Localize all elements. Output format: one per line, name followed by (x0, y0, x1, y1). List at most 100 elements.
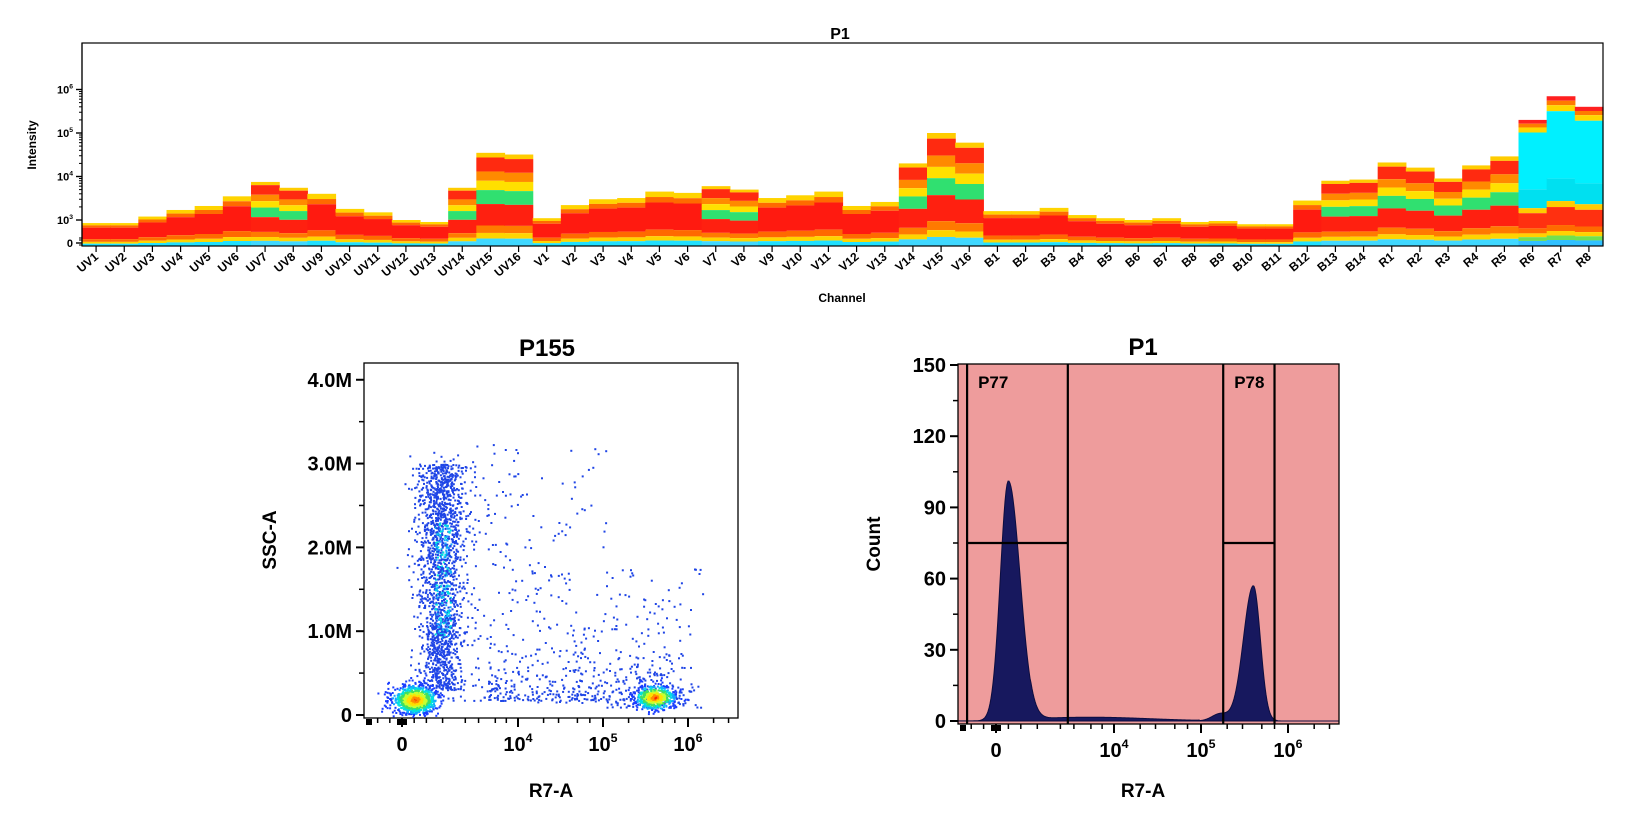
scatter-point (449, 508, 451, 511)
scatter-point (638, 676, 641, 679)
scatter-point (427, 491, 430, 494)
scatter-point (419, 465, 422, 468)
scatter-point (401, 714, 404, 717)
scatter-point (439, 602, 442, 605)
scatter-point (506, 543, 509, 546)
spectrum-band-v16 (955, 142, 984, 246)
scatter-point (386, 701, 389, 704)
scatter-point (435, 667, 438, 670)
scatter-point (603, 530, 606, 533)
scatter-point (435, 619, 438, 622)
scatter-point (433, 451, 436, 454)
scatter-point (490, 522, 493, 524)
scatter-point (649, 707, 652, 710)
scatter-point (417, 704, 420, 707)
scatter-point (455, 656, 458, 659)
scatter-point (445, 559, 448, 562)
scatter-point (656, 696, 659, 699)
scatter-point (681, 666, 684, 669)
gate-p78[interactable]: P78 (1222, 364, 1276, 724)
scatter-point (446, 672, 449, 675)
scatter-point (445, 485, 448, 488)
scatter-point (448, 669, 451, 672)
scatter-point (435, 689, 437, 692)
scatter-point (432, 692, 435, 695)
scatter-point (425, 589, 428, 592)
spectrum-x-tick-label: B4 (1066, 249, 1087, 270)
scatter-point (422, 557, 425, 560)
scatter-point (438, 509, 441, 512)
scatter-point (444, 562, 447, 565)
scatter-point (413, 520, 416, 523)
scatter-point (441, 553, 444, 556)
scatter-point (584, 655, 587, 658)
scatter-point (440, 556, 443, 559)
scatter-point (433, 583, 436, 586)
scatter-point (578, 699, 581, 702)
scatter-point (402, 686, 405, 688)
scatter-point (559, 701, 561, 703)
scatter-point (441, 572, 444, 575)
scatter-point (458, 586, 461, 589)
scatter-point (457, 495, 460, 498)
scatter-point (657, 705, 660, 708)
scatter-point (639, 698, 642, 701)
scatter-point (530, 654, 533, 657)
spectrum-x-tick-label: V15 (921, 249, 947, 274)
scatter-point (436, 617, 439, 620)
spectrum-x-tick-label: UV12 (379, 249, 411, 279)
scatter-point (408, 579, 411, 582)
scatter-point (659, 698, 662, 701)
scatter-point (450, 478, 453, 481)
scatter-point (428, 482, 431, 485)
scatter-point (606, 701, 609, 704)
scatter-point (600, 698, 603, 700)
scatter-point (635, 656, 638, 659)
scatter-point (669, 660, 672, 663)
scatter-point (453, 689, 456, 692)
spectrum-x-tick-label: V13 (864, 249, 890, 274)
scatter-point (451, 533, 454, 536)
scatter-point (657, 683, 660, 685)
scatter-point (436, 635, 439, 638)
scatter-point (489, 666, 492, 669)
scatter-point (448, 611, 450, 614)
gate-p77[interactable]: P77 (965, 364, 1069, 724)
scatter-point (445, 551, 448, 554)
scatter-point (425, 686, 428, 689)
scatter-point (440, 645, 443, 648)
scatter-point (442, 650, 445, 653)
spectrum-x-tick-label: UV5 (187, 249, 214, 275)
scatter-point (570, 449, 573, 452)
scatter-point (679, 688, 682, 691)
scatter-point (408, 700, 411, 702)
scatter-point (551, 698, 554, 701)
scatter-point (436, 630, 438, 633)
scatter-point (429, 684, 432, 687)
scatter-point (441, 608, 444, 611)
scatter-point (452, 560, 455, 563)
scatter-point (602, 696, 605, 699)
scatter-point (593, 669, 596, 672)
scatter-point (438, 667, 441, 670)
scatter-point (656, 699, 659, 702)
scatter-point (428, 572, 431, 575)
scatter-point (597, 640, 600, 642)
scatter-point (446, 624, 449, 627)
scatter-point (451, 504, 454, 507)
scatter-point (443, 489, 446, 492)
scatter-point (425, 485, 428, 488)
scatter-point (437, 599, 440, 601)
scatter-point (462, 581, 465, 584)
scatter-point (454, 554, 457, 557)
scatter-point (572, 690, 575, 693)
histogram-y-tick-label: 60 (924, 569, 946, 591)
scatter-point (545, 675, 547, 678)
scatter-point (576, 698, 579, 701)
scatter-point (428, 493, 431, 496)
scatter-point (430, 601, 433, 604)
scatter-point (487, 548, 490, 551)
scatter-point (432, 668, 435, 671)
scatter-point (493, 643, 496, 646)
scatter-point (438, 594, 441, 597)
